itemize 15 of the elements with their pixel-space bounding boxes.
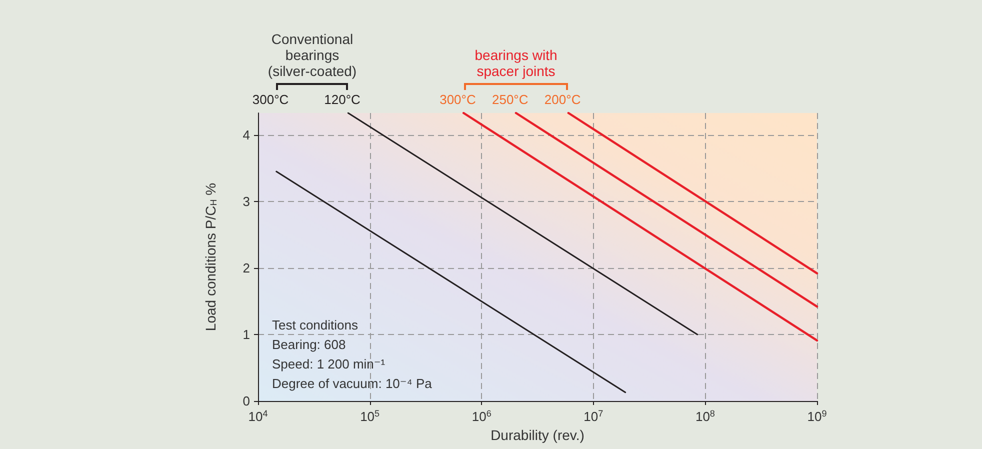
y-tick-label: 0 (242, 394, 250, 408)
y-tick-label: 3 (242, 194, 250, 209)
y-tick-label: 2 (242, 260, 250, 276)
y-tick-label: 1 (242, 326, 250, 342)
y-axis-title: Load conditions P/CH % (202, 182, 218, 332)
series-label: 200°C (544, 92, 581, 107)
series-label: 250°C (492, 92, 528, 107)
series-label: 300°C (440, 92, 476, 107)
x-axis-title: Durability (rev.) (490, 426, 584, 443)
annotation: Test conditions Bearing: 608 Speed: 1 200 min⁻¹ Degree of vacuum: 10⁻⁴ Pa (272, 317, 433, 391)
y-tick-label: 4 (242, 127, 250, 142)
text: bearings with spacer joints (474, 47, 558, 79)
text: Conventional bearings (silver-coated) (268, 31, 357, 79)
legend-label: 300°C (252, 92, 289, 107)
legend-label: 120°C (324, 92, 360, 107)
